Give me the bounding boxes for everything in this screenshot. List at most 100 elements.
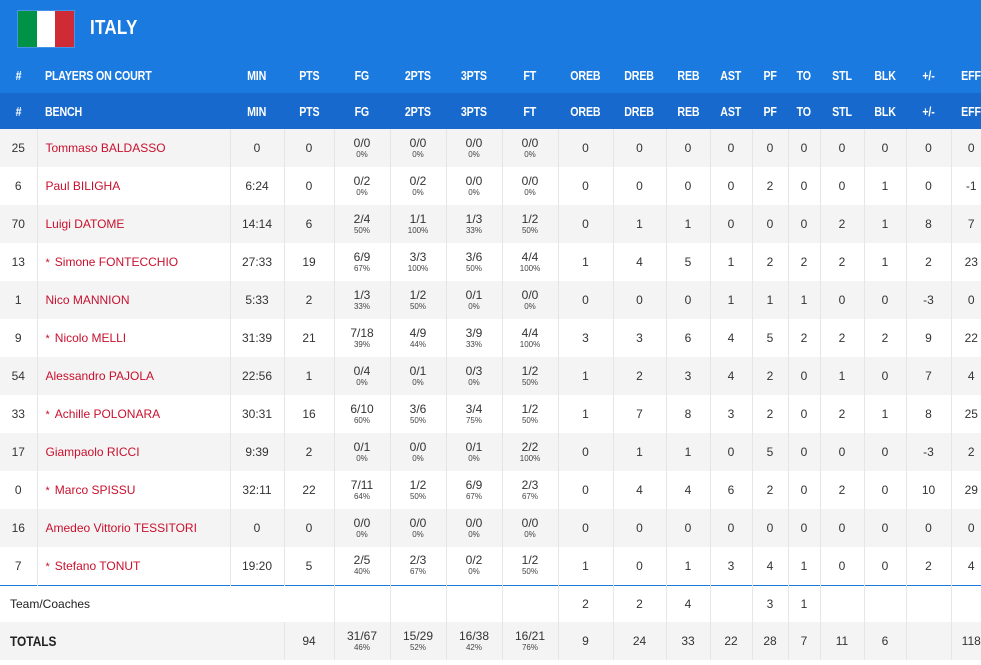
player-name-link[interactable]: Nicolo MELLI (54, 331, 127, 345)
player-name-cell: * Stefano TONUT (37, 547, 231, 585)
col-header-ft[interactable]: FT (502, 57, 558, 93)
stat-pf: 0 (752, 509, 789, 547)
col-header-ft[interactable]: FT (502, 93, 558, 129)
col-header-pts[interactable]: PTS (284, 57, 334, 93)
player-name-link[interactable]: Nico MANNION (45, 293, 130, 307)
col-header-blk[interactable]: BLK (864, 93, 906, 129)
total-pm (906, 622, 952, 660)
col-header-ast[interactable]: AST (710, 57, 752, 93)
three-pointers: 0/0 0% (446, 509, 503, 547)
player-row: 0 * Marco SPISSU 32:11 22 7/11 64% 1/2 50% 6/9 67%… (0, 471, 981, 509)
col-header-pts[interactable]: PTS (284, 93, 334, 129)
stat-dreb: 0 (613, 547, 667, 585)
col-header-to[interactable]: TO (788, 93, 820, 129)
three-pointers-percentage: 50% (465, 263, 482, 273)
two-pointers-made-attempted: 0/0 (409, 439, 427, 454)
field-goals-made-attempted: 6/10 (350, 401, 374, 416)
col-header-dreb[interactable]: DREB (613, 57, 666, 93)
col-header-pf[interactable]: PF (752, 57, 788, 93)
col-header-p2[interactable]: 2PTS (390, 57, 446, 93)
total-field-goals-percentage: 46% (353, 642, 370, 652)
stat-blk: 1 (864, 205, 907, 243)
col-header-label: BENCH (45, 103, 83, 119)
free-throws-percentage: 67% (521, 491, 538, 501)
col-header-p3[interactable]: 3PTS (446, 57, 502, 93)
jersey-number: 16 (0, 509, 38, 547)
col-header-p3[interactable]: 3PTS (446, 93, 502, 129)
free-throws-percentage: 50% (521, 225, 538, 235)
header-row-on-court: # PLAYERS ON COURT MIN PTS FG 2PTS 3PTS FT OREB D… (0, 57, 981, 93)
free-throws-percentage: 0% (524, 187, 536, 197)
two-pointers-made-attempted: 3/6 (409, 401, 427, 416)
stat-eff: 2 (967, 445, 975, 459)
col-header-blk[interactable]: BLK (864, 57, 906, 93)
stat-eff: 25 (964, 407, 978, 421)
player-name-link[interactable]: Alessandro PAJOLA (45, 369, 155, 383)
player-name-link[interactable]: Simone FONTECCHIO (54, 255, 179, 269)
points: 0 (284, 509, 335, 547)
col-header-pf[interactable]: PF (752, 93, 788, 129)
col-header-stl[interactable]: STL (820, 93, 864, 129)
col-header-fg[interactable]: FG (334, 93, 390, 129)
stat-dreb: 1 (613, 205, 667, 243)
col-header-name[interactable]: BENCH (37, 93, 230, 129)
col-header-pm[interactable]: +/- (906, 57, 951, 93)
col-header-reb[interactable]: REB (666, 57, 710, 93)
player-name-link[interactable]: Giampaolo RICCI (45, 445, 140, 459)
minutes: 14:14 (230, 205, 285, 243)
col-header-reb[interactable]: REB (666, 93, 710, 129)
team-stat-to: 1 (788, 585, 821, 622)
player-name-link[interactable]: Paul BILIGHA (45, 179, 121, 193)
col-header-name[interactable]: PLAYERS ON COURT (37, 57, 230, 93)
col-header-dreb[interactable]: DREB (613, 93, 666, 129)
free-throws: 0/0 0% (502, 509, 559, 547)
three-pointers-percentage: 67% (465, 491, 482, 501)
col-header-num[interactable]: # (0, 57, 37, 93)
stat-reb: 8 (666, 395, 711, 433)
player-name-cell: Giampaolo RICCI (37, 433, 231, 471)
col-header-eff[interactable]: EFF (951, 57, 981, 93)
col-header-to[interactable]: TO (788, 57, 820, 93)
player-name-link[interactable]: Stefano TONUT (54, 558, 141, 573)
free-throws-made-attempted: 1/2 (521, 553, 539, 568)
stat-to: 0 (788, 167, 821, 205)
col-header-fg[interactable]: FG (334, 57, 390, 93)
col-header-oreb[interactable]: OREB (558, 93, 613, 129)
col-header-p2[interactable]: 2PTS (390, 93, 446, 129)
stat-pf: 0 (752, 205, 789, 243)
jersey-number: 6 (0, 167, 38, 205)
player-name-link[interactable]: Achille POLONARA (54, 407, 161, 421)
player-name-link[interactable]: Luigi DATOME (45, 217, 125, 231)
points: 21 (284, 319, 335, 357)
minutes: 19:20 (230, 547, 285, 585)
three-pointers-made-attempted: 0/1 (465, 287, 483, 302)
stat-pf: 2 (752, 167, 789, 205)
col-header-min[interactable]: MIN (230, 93, 284, 129)
free-throws-made-attempted: 0/0 (521, 135, 539, 150)
col-header-eff[interactable]: EFF (951, 93, 981, 129)
free-throws-percentage: 50% (521, 567, 538, 577)
col-header-pm[interactable]: +/- (906, 93, 951, 129)
col-header-stl[interactable]: STL (820, 57, 864, 93)
stat-reb: 5 (666, 243, 711, 281)
total-field-goals-made-attempted: 31/67 (346, 628, 378, 643)
col-header-min[interactable]: MIN (230, 57, 284, 93)
col-header-num[interactable]: # (0, 93, 37, 129)
stat-oreb: 1 (558, 395, 614, 433)
player-name-link[interactable]: Amedeo Vittorio TESSITORI (45, 521, 197, 535)
col-header-oreb[interactable]: OREB (558, 57, 613, 93)
stat-pm: 0 (906, 167, 952, 205)
free-throws-percentage: 100% (519, 453, 541, 463)
field-goals-percentage: 0% (356, 529, 368, 539)
jersey-number: 70 (0, 205, 38, 243)
field-goals-percentage: 0% (356, 453, 368, 463)
two-pointers-percentage: 50% (409, 415, 426, 425)
player-name-link[interactable]: Tommaso BALDASSO (45, 141, 166, 155)
player-name-link[interactable]: Marco SPISSU (54, 483, 136, 497)
total-two-pointers-percentage: 52% (409, 642, 426, 652)
team-stat-pm (906, 585, 952, 622)
two-pointers-made-attempted: 0/0 (409, 515, 427, 530)
col-header-ast[interactable]: AST (710, 93, 752, 129)
field-goals-percentage: 39% (353, 339, 370, 349)
col-header-label: PTS (298, 103, 320, 119)
